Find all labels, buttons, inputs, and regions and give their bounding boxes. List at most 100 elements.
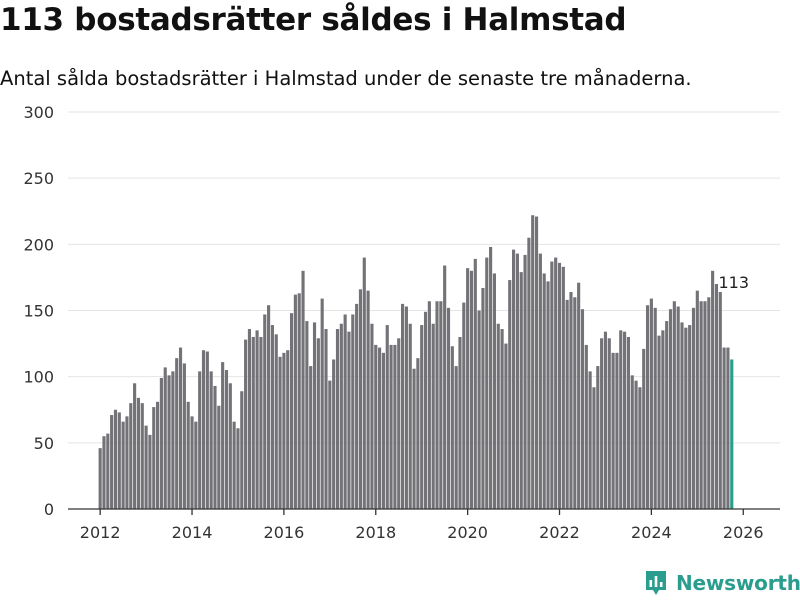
bar: [228, 383, 232, 509]
bar: [412, 368, 416, 509]
bar: [278, 356, 282, 509]
bar: [358, 289, 363, 509]
bar: [347, 331, 351, 509]
bar: [626, 336, 630, 509]
bar: [175, 358, 179, 509]
bar: [649, 298, 653, 509]
bar: [416, 358, 420, 509]
bar: [332, 359, 336, 509]
bar: [320, 298, 324, 509]
bar: [523, 254, 527, 509]
y-axis-labels: 0 50 100 150 200 250 300: [23, 103, 54, 519]
bar: [301, 270, 305, 509]
bar: [653, 307, 657, 509]
bar: [251, 336, 255, 509]
bar: [676, 306, 680, 509]
bar: [381, 352, 385, 509]
bar: [423, 311, 428, 509]
bar: [274, 334, 278, 509]
newsworthy-logo[interactable]: Newsworthy: [644, 569, 800, 597]
bar: [550, 261, 554, 509]
bar: [289, 313, 294, 509]
x-tick-label: 2024: [631, 523, 672, 542]
bar: [569, 291, 573, 509]
bar: [718, 291, 722, 509]
bar: [355, 303, 359, 509]
bar: [714, 284, 719, 509]
bar: [611, 352, 615, 509]
bar: [427, 301, 431, 509]
chart-title: 113 bostadsrätter såldes i Halmstad: [0, 2, 627, 38]
bar: [221, 362, 225, 509]
bar: [561, 266, 565, 509]
bar: [400, 303, 405, 509]
bar: [198, 371, 202, 509]
y-tick-label: 200: [23, 235, 54, 254]
bar: [420, 325, 424, 509]
x-axis: 2012 2014 2016 2018 2020 2022 2024 2026: [68, 508, 780, 542]
bar: [378, 347, 382, 509]
brand-name: Newsworthy: [676, 571, 800, 595]
bar: [217, 405, 221, 509]
bar: [297, 293, 301, 509]
bar: [178, 347, 183, 509]
bar: [133, 383, 137, 509]
bar: [224, 370, 229, 509]
bar: [240, 391, 244, 509]
bar: [140, 403, 144, 509]
x-tick-label: 2016: [264, 523, 305, 542]
bar: [473, 258, 477, 509]
bar: [634, 380, 638, 509]
bar: [489, 246, 493, 510]
bar: [722, 347, 726, 509]
bar: [496, 323, 500, 509]
bar: [305, 321, 309, 509]
bar: [282, 352, 286, 509]
bar: [244, 339, 248, 509]
value-label-latest: 113: [718, 273, 749, 292]
y-tick-label: 50: [34, 434, 54, 453]
bar: [374, 344, 378, 509]
bar: [255, 330, 259, 509]
bar: [431, 323, 435, 509]
bar: [389, 344, 393, 509]
bar: [588, 371, 592, 509]
bar: [577, 282, 581, 509]
bar: [680, 322, 684, 509]
bar: [267, 305, 271, 509]
bar: [366, 290, 370, 509]
bar: [194, 421, 198, 509]
bar: [645, 305, 650, 509]
x-tick-label: 2012: [80, 523, 121, 542]
bar: [603, 331, 608, 509]
bar: [393, 344, 397, 509]
y-tick-label: 0: [44, 500, 54, 519]
bar: [504, 343, 508, 509]
bar: [657, 335, 661, 509]
bar: [152, 407, 156, 509]
bar: [691, 307, 696, 509]
bar: [638, 387, 642, 509]
x-tick-label: 2020: [447, 523, 488, 542]
bar: [370, 323, 374, 509]
bar: [129, 403, 133, 509]
bar: [707, 297, 711, 509]
bar: [125, 416, 129, 509]
bar: [446, 307, 451, 509]
bar: [343, 314, 347, 509]
bar: [397, 338, 401, 509]
bar: [236, 428, 240, 509]
bar: [293, 294, 297, 509]
bar: [335, 329, 340, 509]
bar: [263, 314, 267, 509]
bar: [592, 387, 596, 509]
bar: [156, 401, 160, 509]
y-tick-label: 100: [23, 368, 54, 387]
bar: [630, 375, 634, 509]
bar: [600, 338, 604, 509]
bar: [481, 288, 485, 509]
bar: [163, 367, 167, 509]
bar: [439, 301, 443, 509]
bar: [259, 336, 263, 509]
bar: [121, 421, 125, 509]
